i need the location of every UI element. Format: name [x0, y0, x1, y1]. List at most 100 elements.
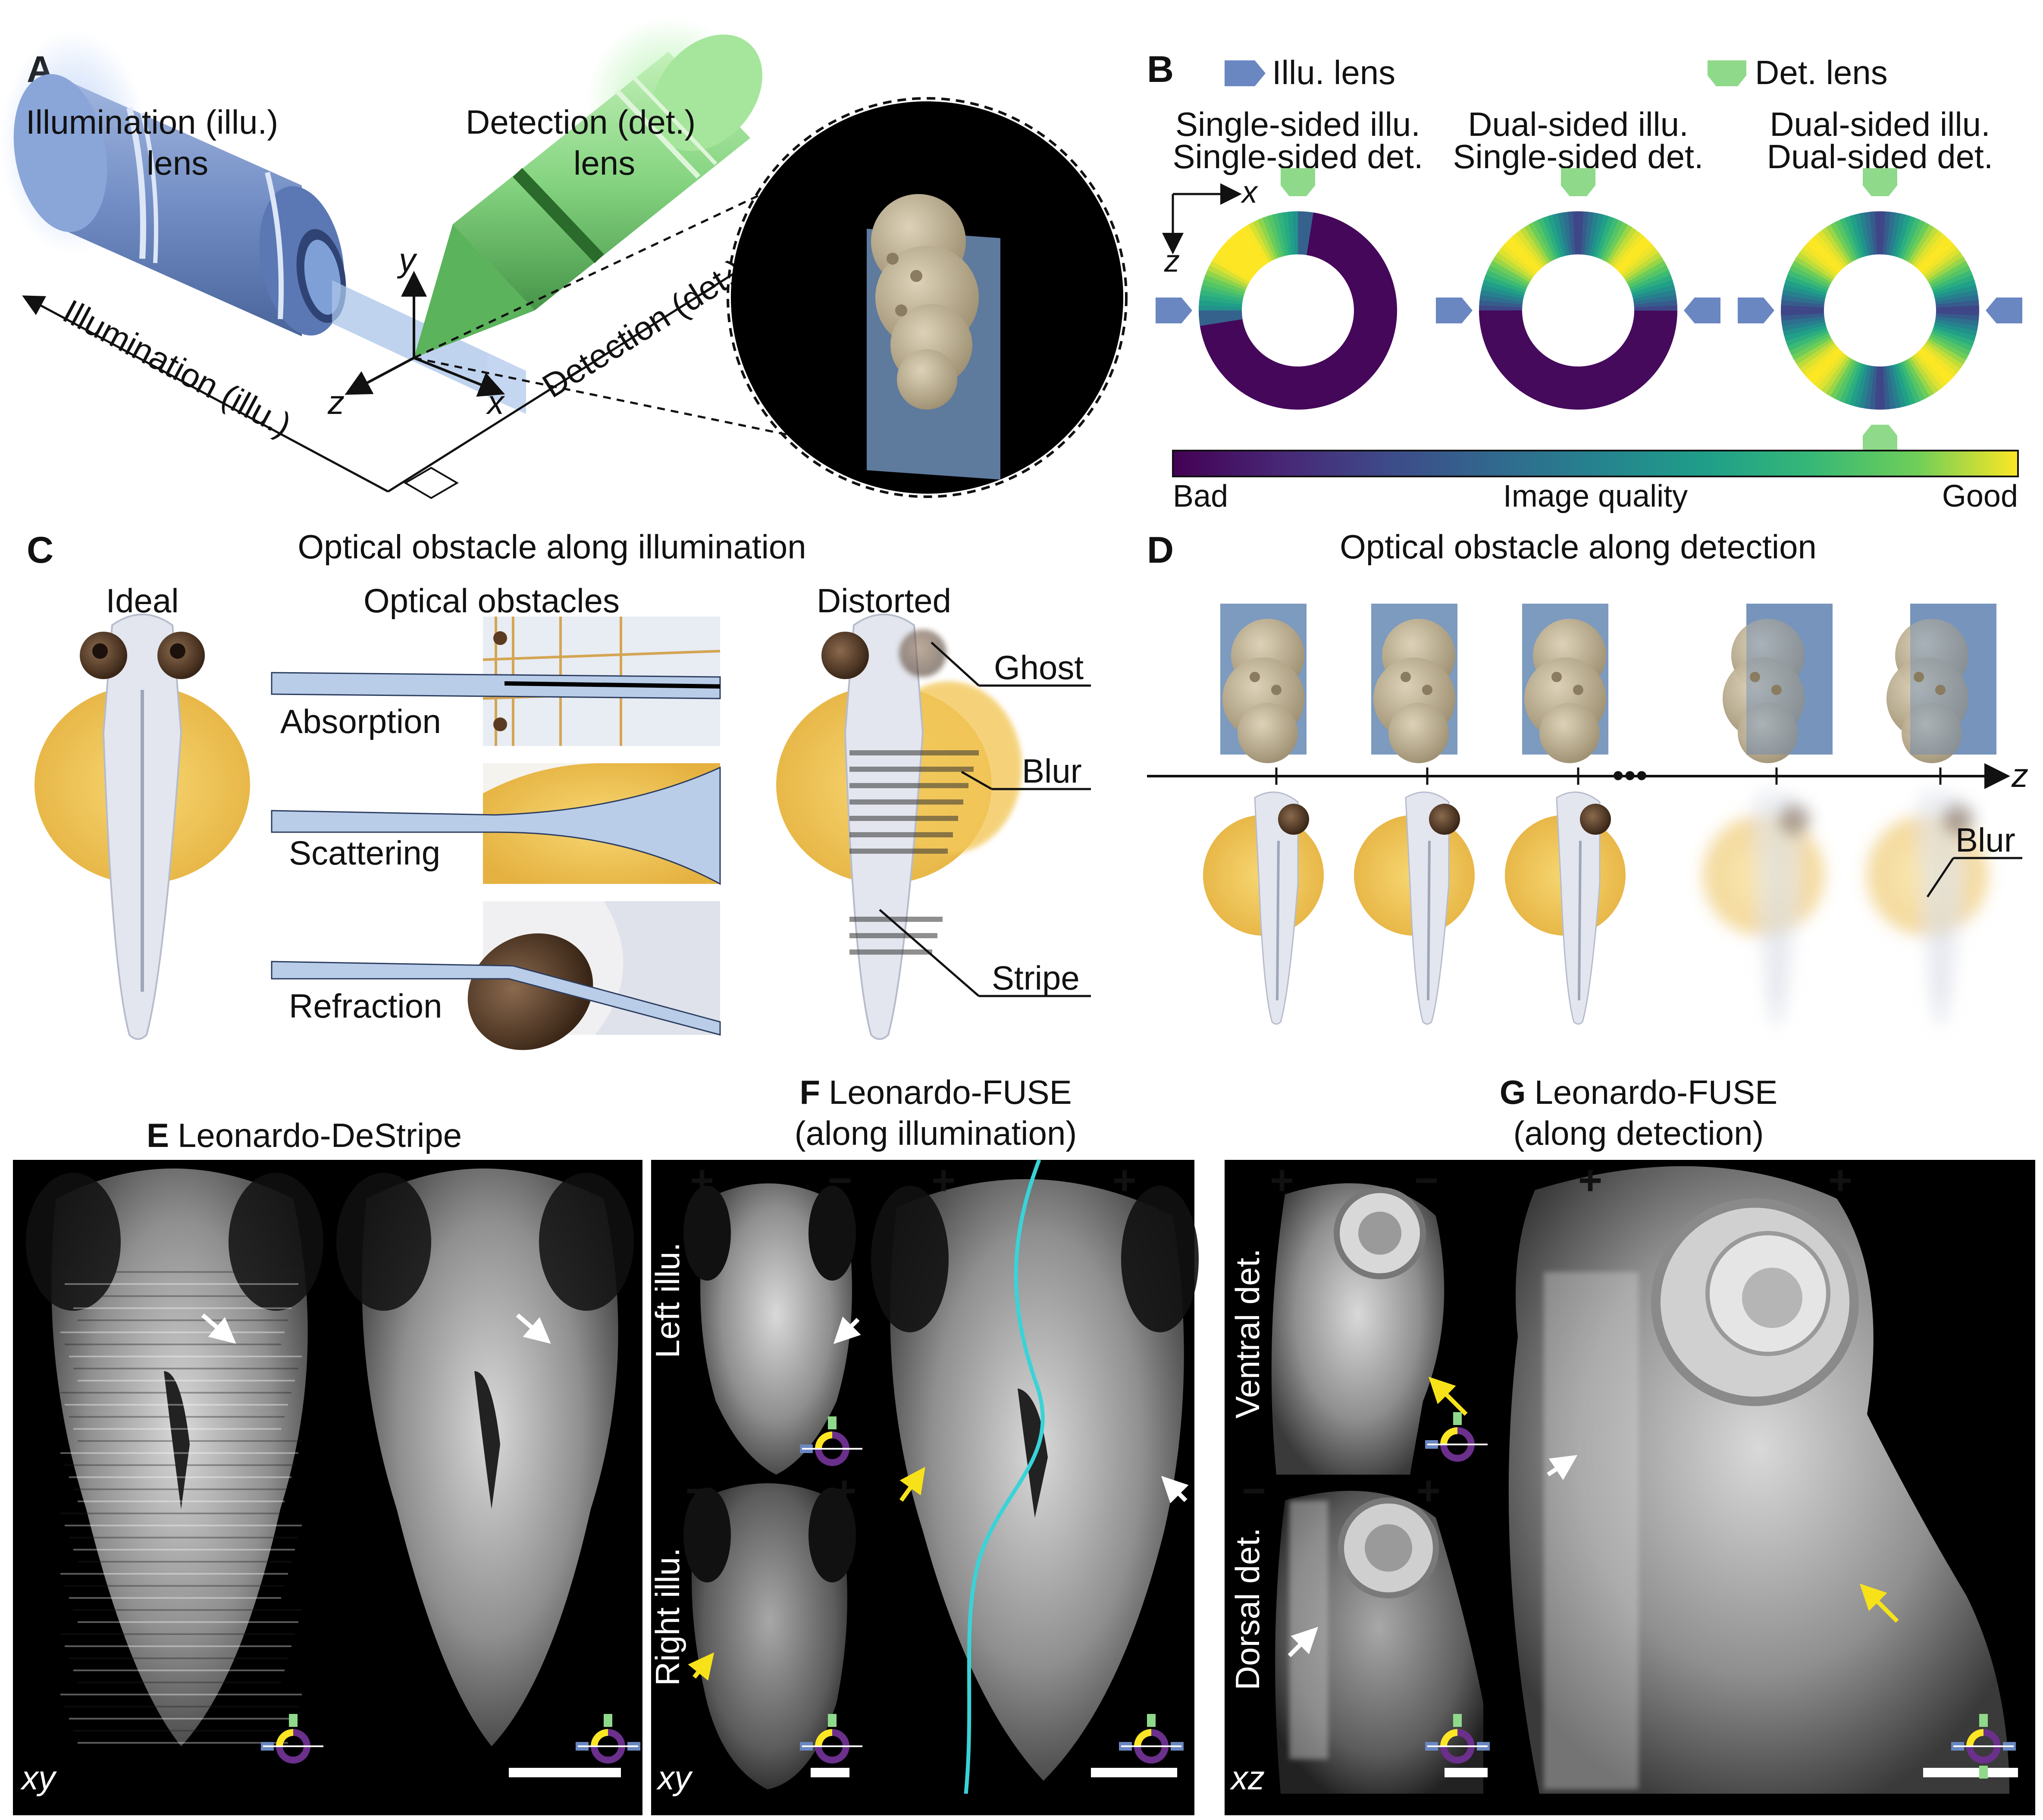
g-minus-2: −	[1242, 1468, 1266, 1514]
distorted-larva	[776, 614, 1022, 1040]
stripe-artifact	[849, 917, 943, 922]
f-arrow-white-1	[833, 1316, 861, 1344]
right-angle-marker	[404, 467, 459, 499]
stripe-artifact	[849, 949, 932, 955]
distorted-label: Distorted	[817, 582, 951, 620]
illu-lens-label-1: Illumination (illu.)	[26, 103, 278, 141]
g-arrow-yellow-1	[1428, 1376, 1468, 1416]
d-blur-label: Blur	[1955, 821, 2015, 859]
illu-lens-icon	[1436, 298, 1473, 323]
f-arrow-yellow-1	[899, 1466, 925, 1502]
d-embryo-1	[1220, 604, 1307, 763]
det-lens-icon	[1863, 425, 1897, 453]
d-embryo-2	[1371, 604, 1457, 763]
illu-lens-icon	[1986, 298, 2022, 323]
illu-lens-icon	[1684, 298, 1720, 323]
config-mini-icon	[1425, 1412, 1488, 1462]
e-stripe-lines	[60, 1271, 302, 1744]
col2-title-1: Dual-sided illu.	[1468, 105, 1689, 143]
quality-rings	[1156, 168, 2022, 453]
stripe-artifact	[849, 933, 937, 938]
stripe-artifact	[849, 783, 968, 788]
e-arrow-1	[201, 1313, 236, 1344]
d-embryo-4	[1723, 604, 1833, 763]
panel-c-title: Optical obstacle along illumination	[298, 528, 806, 566]
stripe-artifact	[849, 750, 979, 755]
panel-g-title-1: G Leonardo-FUSE	[1500, 1073, 1777, 1111]
f-left-illu-label: Left illu.	[649, 1242, 686, 1358]
g-dorsal-label: Dorsal det.	[1228, 1528, 1266, 1690]
det-lens-icon	[1561, 168, 1595, 196]
g-fused-image	[1508, 1166, 2009, 1794]
quality-ring-1	[1156, 168, 1397, 410]
config-mini-icon	[576, 1714, 640, 1764]
stripe-label: Stripe	[992, 959, 1080, 997]
refraction-illustration	[271, 901, 721, 1050]
e-scale-bar	[509, 1768, 621, 1777]
mini-configuration-icons	[261, 1412, 2016, 1779]
detection-axis-line	[387, 239, 789, 493]
panel-b-letter: B	[1147, 49, 1174, 90]
colorbar-title: Image quality	[1503, 479, 1688, 514]
axes-xyz	[345, 271, 505, 397]
larva-sequence	[1203, 791, 1988, 1025]
d-larva-3	[1505, 791, 1626, 1025]
axis-z-label: z	[327, 383, 345, 421]
zoom-circle	[727, 97, 1128, 498]
g-ventral-image	[1271, 1183, 1445, 1475]
panel-c: C Optical obstacle along illumination Id…	[27, 528, 1091, 1050]
ideal-larva	[34, 614, 250, 1040]
embryo-sequence	[1220, 604, 1996, 785]
e-arrow-2	[516, 1313, 551, 1344]
g-arrow-white-2	[1288, 1626, 1319, 1657]
det-lens-icon	[1281, 168, 1315, 196]
d-larva-1	[1203, 791, 1324, 1025]
stripe-artifact	[849, 816, 958, 821]
panel-e: E Leonardo-DeStripe xy	[13, 1116, 642, 1815]
e-plane-label: xy	[20, 1759, 57, 1797]
panel-c-letter: C	[27, 529, 53, 571]
absorption-illustration	[271, 617, 721, 746]
scattering-label: Scattering	[289, 834, 440, 872]
f-brain-fused	[871, 1179, 1199, 1781]
panel-a: A	[0, 17, 1128, 499]
b-axis-x-label: x	[1241, 175, 1259, 210]
f-plus-2: +	[832, 1468, 856, 1514]
illu-lens-icon	[1156, 298, 1192, 323]
b-axis-z-label: z	[1164, 244, 1180, 279]
quality-ring-3	[1738, 168, 2022, 453]
d-embryo-3	[1522, 604, 1608, 763]
f-brain-right-illu	[683, 1483, 856, 1789]
f-scale-bar-1	[811, 1768, 849, 1777]
panel-d-title: Optical obstacle along detection	[1340, 528, 1817, 566]
col3-title-1: Dual-sided illu.	[1770, 105, 1990, 143]
g-arrow-white-1	[1547, 1455, 1578, 1480]
g-ventral-label: Ventral det.	[1228, 1248, 1266, 1419]
d-larva-5	[1867, 791, 1988, 1025]
config-mini-icon	[1951, 1714, 2016, 1779]
config-mini-icon	[800, 1416, 862, 1466]
f-scale-bar-2	[1091, 1768, 1177, 1777]
stripe-artifacts	[849, 750, 979, 955]
d-axis-z-label: z	[2011, 756, 2028, 794]
colorbar	[1172, 450, 2019, 477]
f-minus-1: −	[828, 1157, 852, 1203]
zoom-line-top	[413, 165, 822, 359]
colorbar-good: Good	[1942, 479, 2018, 514]
stripe-artifact	[849, 849, 948, 854]
panel-d-letter: D	[1147, 529, 1174, 571]
panel-g: G Leonardo-FUSE (along detection) Ventral…	[1225, 1073, 2035, 1815]
g-plus-2: +	[1416, 1468, 1441, 1514]
legend-illu-label: Illu. lens	[1272, 53, 1395, 91]
det-lens-label-1: Detection (det.)	[466, 103, 696, 141]
f-minus-2: −	[686, 1468, 710, 1514]
ghost-label: Ghost	[994, 648, 1084, 686]
config-mini-icon	[1425, 1714, 1490, 1764]
scattering-illustration	[271, 763, 721, 885]
det-lens-icon	[1863, 168, 1897, 196]
f-plane-label: xy	[656, 1759, 693, 1797]
col1-title-1: Single-sided illu.	[1175, 105, 1420, 143]
f-plus-1: +	[690, 1157, 714, 1203]
refraction-label: Refraction	[289, 987, 442, 1025]
